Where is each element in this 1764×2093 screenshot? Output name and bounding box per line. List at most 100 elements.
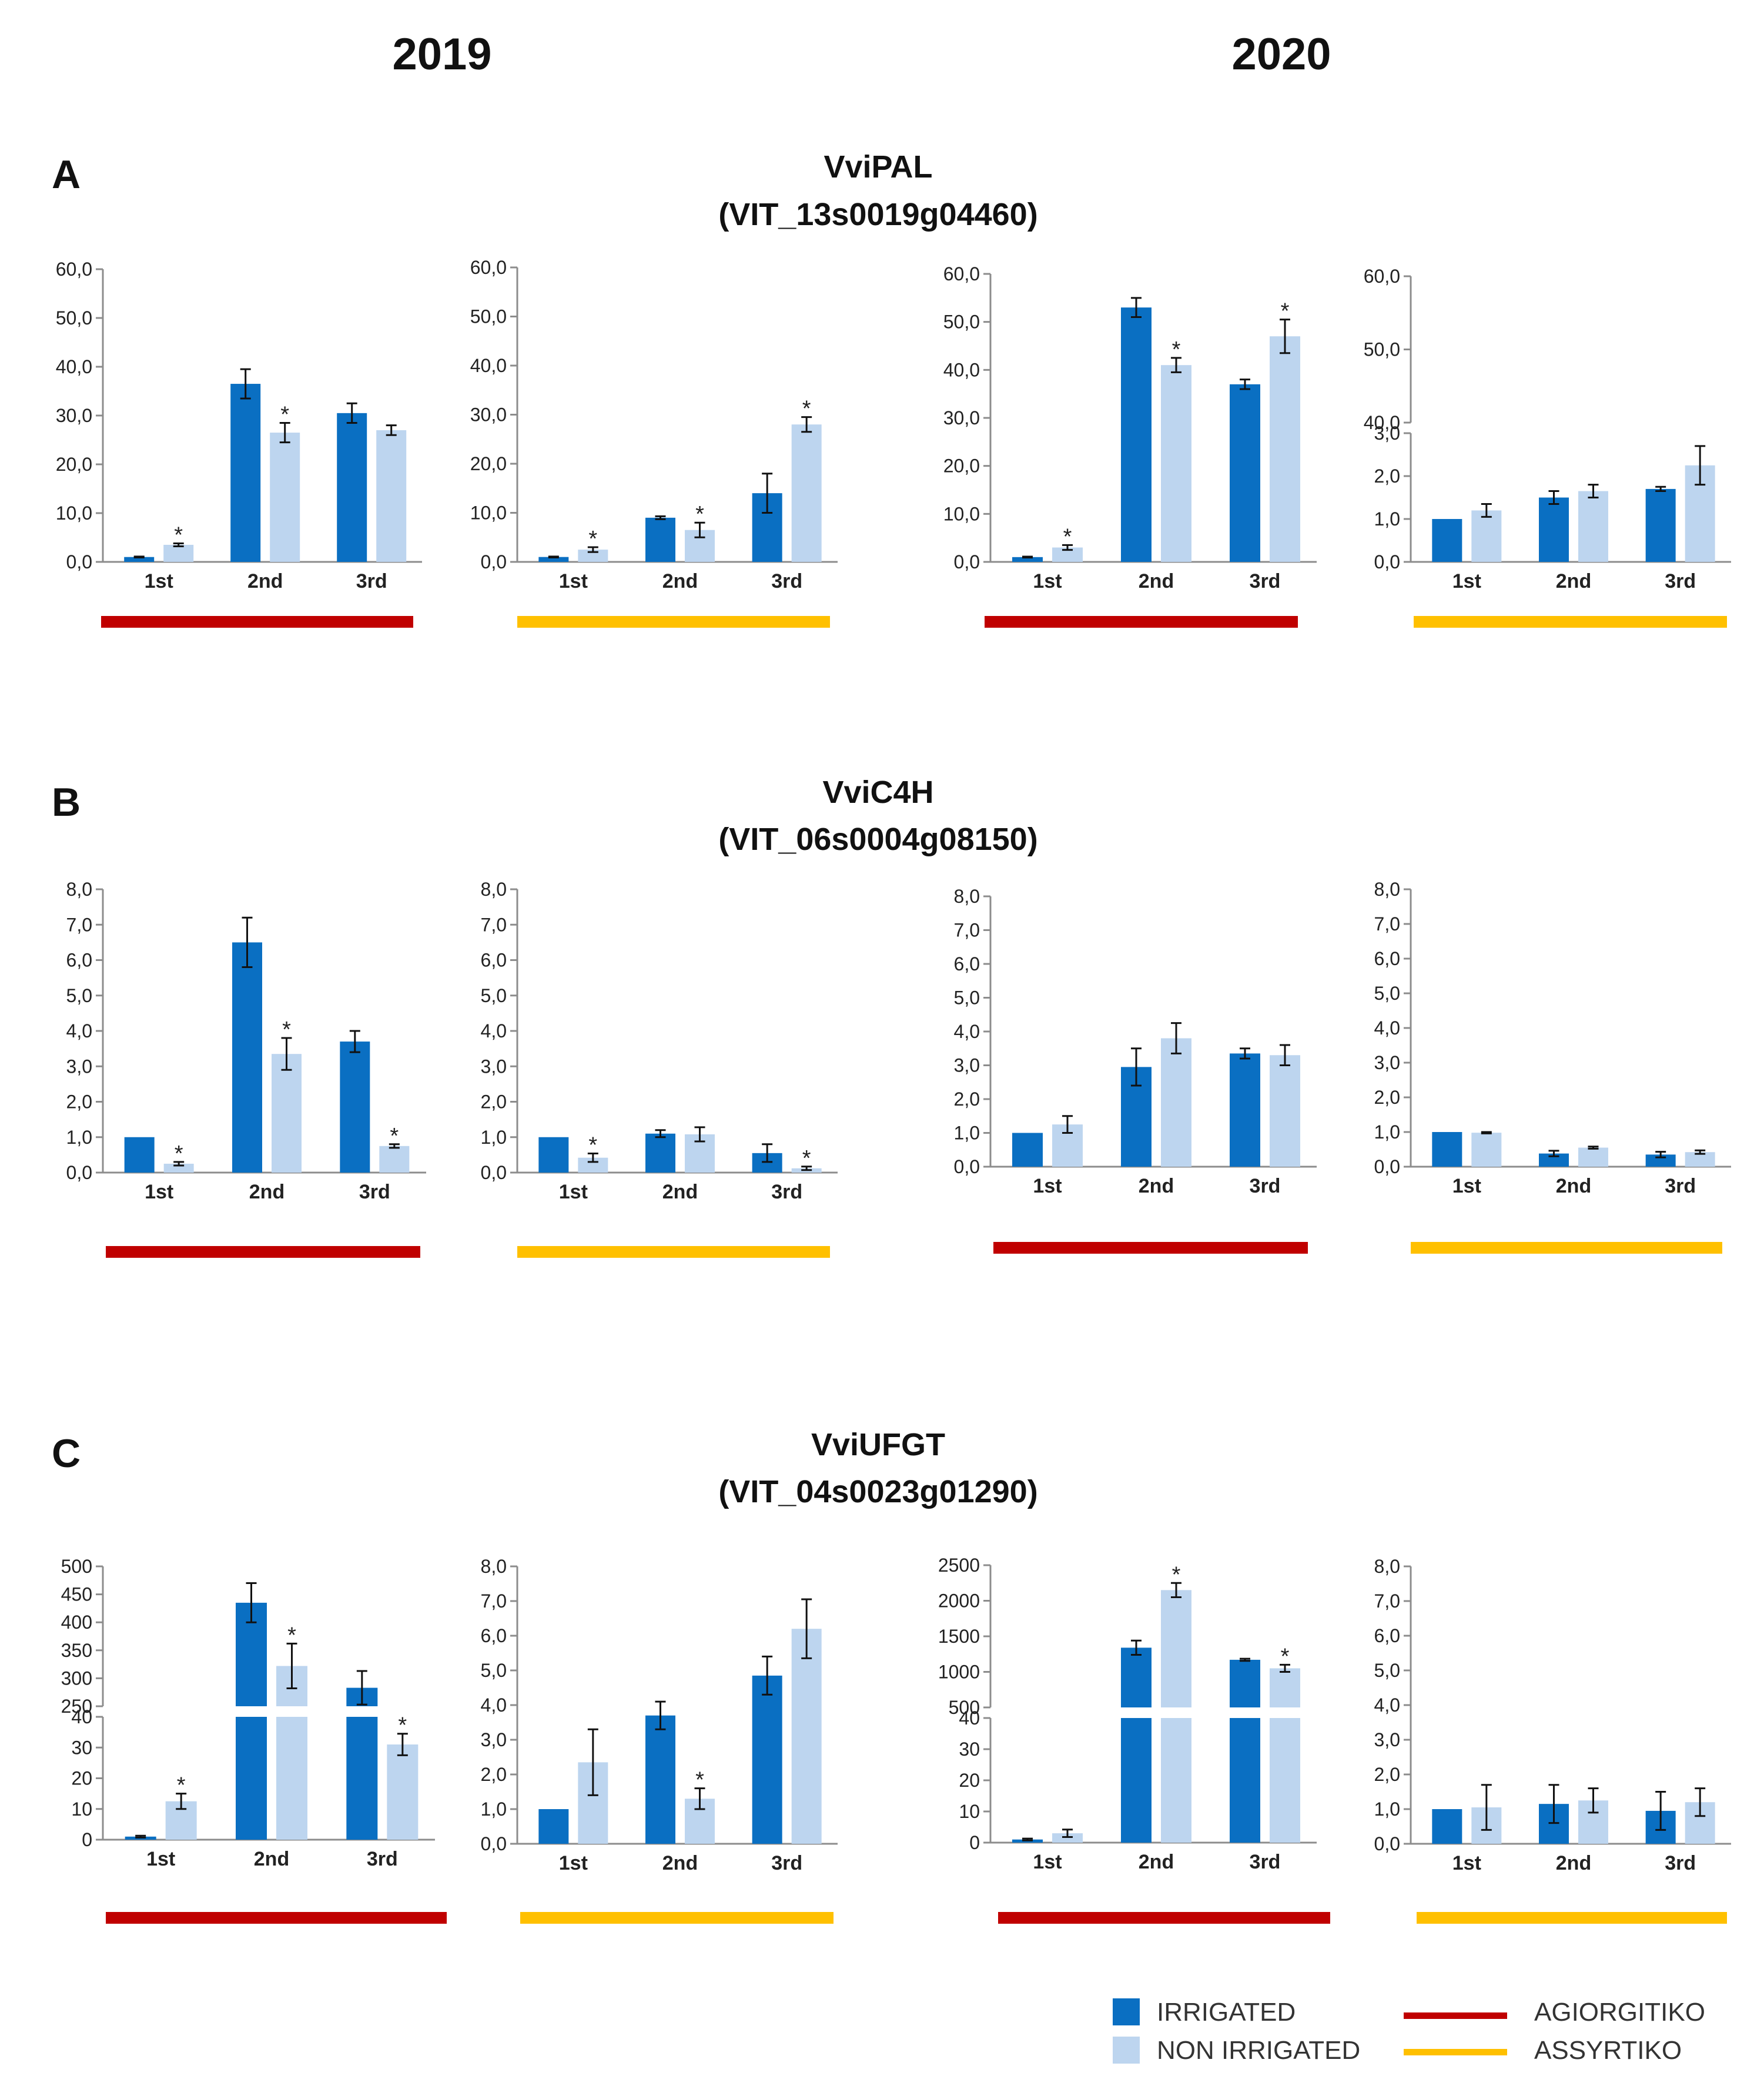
chart-1-bar-irrigated-3rd <box>337 413 367 562</box>
chart-3-tick-label: 30,0 <box>943 407 980 428</box>
chart-12-tick-label: 6,0 <box>1374 1625 1400 1646</box>
chart-8-tick-label: 5,0 <box>1374 983 1400 1004</box>
chart-11-bar-irrigated-3rd-lower <box>1230 1718 1260 1843</box>
chart-2-tick-label: 10,0 <box>470 503 507 524</box>
chart-7-bar-irrigated-1st <box>1012 1133 1043 1167</box>
chart-11-tick-label: 1000 <box>938 1662 980 1683</box>
chart-11-variety-bar-agiorgitiko <box>998 1912 1330 1924</box>
chart-1-bar-non-irrigated-2nd <box>270 433 300 562</box>
chart-7-category-label-3rd: 3rd <box>1250 1175 1281 1197</box>
chart-10-bar-irrigated-2nd <box>645 1715 675 1844</box>
chart-11-tick-label: 0 <box>969 1832 980 1853</box>
chart-5-bar-non-irrigated-3rd <box>379 1146 410 1173</box>
chart-3-category-label-1st: 1st <box>1033 570 1062 592</box>
chart-7-tick-label: 2,0 <box>954 1089 980 1110</box>
charts-layer: 0,010,020,030,040,050,060,0*1st*2nd 3rd0,… <box>56 257 1731 1924</box>
legend-label-non-irrigated: NON IRRIGATED <box>1157 2036 1360 2065</box>
chart-12-category-label-1st: 1st <box>1452 1852 1481 1874</box>
chart-6-tick-label: 1,0 <box>481 1127 507 1148</box>
chart-6-bar-irrigated-1st <box>538 1137 569 1173</box>
chart-5-significance-mark: * <box>390 1124 399 1148</box>
chart-10-tick-label: 6,0 <box>481 1625 507 1646</box>
chart-9-tick-label: 350 <box>61 1640 92 1661</box>
legend: IRRIGATED NON IRRIGATED AGIORGITIKO ASSY… <box>1113 1998 1705 2065</box>
chart-3-variety-bar-agiorgitiko <box>985 616 1298 628</box>
chart-11-bar-irrigated-2nd-lower <box>1121 1718 1152 1843</box>
chart-10-tick-label: 1,0 <box>481 1799 507 1820</box>
chart-2-tick-label: 60,0 <box>470 257 507 278</box>
chart-6-significance-mark: * <box>588 1133 597 1157</box>
chart-8-tick-label: 6,0 <box>1374 948 1400 969</box>
chart-7-tick-label: 0,0 <box>954 1156 980 1177</box>
chart-11-category-label-2nd: 2nd <box>1139 1851 1174 1873</box>
chart-9-bar-irrigated-3rd-lower <box>346 1717 378 1840</box>
chart-5-significance-mark: * <box>175 1141 183 1166</box>
chart-6-tick-label: 8,0 <box>481 879 507 900</box>
chart-6-significance-mark: * <box>802 1146 811 1171</box>
chart-3-tick-label: 60,0 <box>943 263 980 284</box>
chart-11-tick-label: 20 <box>959 1770 980 1791</box>
year-title-2020: 2020 <box>1231 29 1331 79</box>
chart-1-tick-label: 30,0 <box>56 405 92 426</box>
chart-2-tick-label: 30,0 <box>470 404 507 426</box>
chart-3-significance-mark: * <box>1063 524 1072 549</box>
chart-11-tick-label: 500 <box>949 1697 980 1718</box>
chart-4-bar-non-irrigated-1st <box>1471 510 1502 562</box>
chart-9-tick-label: 450 <box>61 1584 92 1605</box>
chart-8-bar-non-irrigated-2nd <box>1578 1147 1608 1167</box>
chart-4-category-label-1st: 1st <box>1452 570 1481 592</box>
chart-10-tick-label: 5,0 <box>481 1660 507 1681</box>
chart-11-tick-label: 2000 <box>938 1590 980 1612</box>
chart-9-category-label-3rd: 3rd <box>367 1848 398 1870</box>
chart-12-tick-label: 7,0 <box>1374 1590 1400 1612</box>
chart-2-bar-non-irrigated-3rd <box>791 424 822 562</box>
chart-4-bar-irrigated-1st <box>1432 519 1462 562</box>
chart-4-tick-label: 2,0 <box>1374 466 1400 487</box>
chart-9-tick-label: 0 <box>82 1829 92 1850</box>
chart-11-bar-non-irrigated-3rd-lower <box>1270 1718 1300 1843</box>
chart-5-tick-label: 7,0 <box>66 914 92 935</box>
chart-8-category-label-2nd: 2nd <box>1556 1175 1591 1197</box>
legend-line-assyrtiko <box>1404 2049 1507 2055</box>
chart-2-bar-irrigated-1st <box>538 557 569 562</box>
panel-letter-b: B <box>52 780 81 825</box>
chart-1-bar-irrigated-2nd <box>230 384 261 562</box>
chart-4-tick-label: 0,0 <box>1374 551 1400 572</box>
chart-10-significance-mark: * <box>695 1768 704 1793</box>
chart-10-bar-irrigated-1st <box>538 1809 569 1844</box>
chart-5-tick-label: 8,0 <box>66 879 92 900</box>
chart-1-category-label-3rd: 3rd <box>356 570 387 592</box>
chart-10-bar-non-irrigated-3rd <box>791 1629 822 1844</box>
chart-7-bar-non-irrigated-2nd <box>1161 1038 1191 1167</box>
chart-3-tick-label: 40,0 <box>943 359 980 380</box>
chart-9-tick-label: 40 <box>71 1706 92 1727</box>
chart-2-tick-label: 40,0 <box>470 355 507 376</box>
chart-2-tick-label: 20,0 <box>470 453 507 474</box>
chart-5-tick-label: 1,0 <box>66 1127 92 1148</box>
chart-5-variety-bar-agiorgitiko <box>106 1246 420 1258</box>
chart-3-tick-label: 50,0 <box>943 312 980 333</box>
chart-9-category-label-1st: 1st <box>146 1848 175 1870</box>
chart-12-category-label-3rd: 3rd <box>1665 1852 1696 1874</box>
chart-4-bar-irrigated-2nd <box>1539 497 1569 562</box>
chart-5-tick-label: 4,0 <box>66 1020 92 1042</box>
chart-11-tick-label: 40 <box>959 1707 980 1729</box>
chart-9-tick-label: 300 <box>61 1667 92 1689</box>
chart-8-tick-label: 3,0 <box>1374 1052 1400 1073</box>
chart-12-tick-label: 1,0 <box>1374 1799 1400 1820</box>
chart-8-category-label-1st: 1st <box>1452 1175 1481 1197</box>
chart-1-bar-non-irrigated-1st <box>163 544 194 562</box>
chart-3-bar-non-irrigated-2nd <box>1161 365 1191 562</box>
chart-3-bar-irrigated-1st <box>1012 557 1043 562</box>
year-title-2019: 2019 <box>392 29 491 79</box>
chart-10-tick-label: 7,0 <box>481 1590 507 1612</box>
chart-3-significance-mark: * <box>1172 337 1181 362</box>
chart-11-significance-mark: * <box>1281 1644 1290 1669</box>
chart-5-bar-non-irrigated-2nd <box>272 1054 302 1173</box>
chart-10-tick-label: 3,0 <box>481 1729 507 1750</box>
chart-2-significance-mark: * <box>588 527 597 551</box>
chart-10-variety-bar-assyrtiko <box>520 1912 834 1924</box>
chart-6-category-label-3rd: 3rd <box>771 1181 802 1203</box>
chart-6-variety-bar-assyrtiko <box>517 1246 830 1258</box>
chart-11-tick-label: 1500 <box>938 1626 980 1647</box>
